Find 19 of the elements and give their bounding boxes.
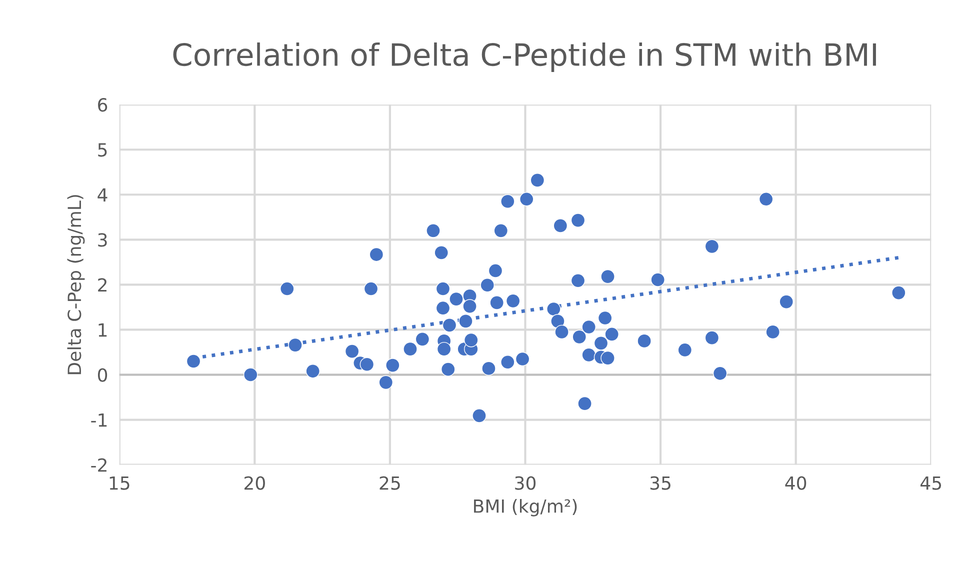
- y-tick-label: 1: [98, 323, 107, 337]
- y-tick-label: 0: [98, 368, 108, 382]
- x-tick-label: 15: [110, 476, 130, 490]
- x-tick-label: 25: [380, 476, 400, 490]
- y-tick-label: 4: [98, 188, 108, 202]
- y-tick-label: -2: [91, 458, 106, 472]
- y-axis-title: Delta C-Pep (ng/mL): [67, 195, 85, 374]
- x-tick-label: 40: [785, 476, 806, 490]
- y-tick-label: 2: [98, 278, 106, 292]
- x-tick-label: 20: [244, 476, 265, 490]
- x-axis-title: BMI (kg/m²): [474, 498, 577, 516]
- y-tick-label: -1: [91, 413, 107, 427]
- x-tick-label: 30: [515, 476, 536, 490]
- chart-title: Correlation of Delta C-Peptide in STM with BMI: [173, 42, 876, 72]
- x-tick-label: 35: [650, 476, 670, 490]
- y-tick-label: 6: [98, 98, 108, 112]
- x-tick-label: 45: [920, 476, 942, 490]
- y-tick-label: 3: [98, 233, 107, 247]
- y-tick-label: 5: [98, 143, 107, 157]
